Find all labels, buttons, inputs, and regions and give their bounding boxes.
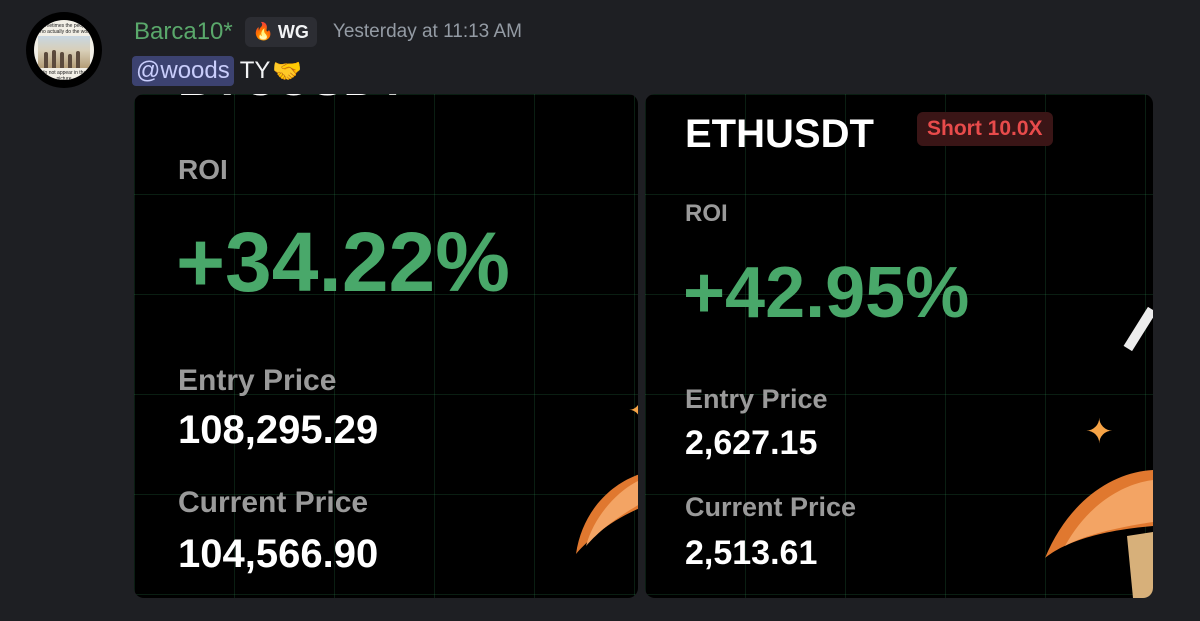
avatar-caption-top: Sometimes the people who actually do the… (36, 23, 92, 35)
message-text: TY (239, 57, 271, 84)
current-price-label: Current Price (178, 486, 369, 519)
handshake-icon: 🤝 (272, 57, 303, 85)
guild-tag-label: WG (277, 21, 309, 42)
entry-price-label: Entry Price (685, 384, 828, 414)
user-mention[interactable]: @woods (132, 56, 234, 86)
sparkle-icon: ✦ (628, 394, 638, 427)
roi-label: ROI (685, 200, 728, 227)
trade-pair: BTCUSDT (178, 94, 407, 107)
trade-pair: ETHUSDT (685, 112, 874, 156)
trade-card-eth[interactable]: ETHUSDT Short 10.0X ROI +42.95% Entry Pr… (645, 94, 1153, 598)
roi-value: +34.22% (176, 215, 510, 309)
entry-price-label: Entry Price (178, 364, 337, 397)
sparkle-icon: ✦ (1085, 413, 1114, 451)
trade-card-btc[interactable]: BTCUSDT ROI +34.22% Entry Price 108,295.… (134, 94, 638, 598)
timestamp[interactable]: Yesterday at 11:13 AM (332, 21, 522, 42)
position-badge: Short 10.0X (917, 112, 1053, 146)
avatar[interactable]: Sometimes the people who actually do the… (26, 12, 102, 88)
username[interactable]: Barca10* (134, 18, 233, 45)
current-price-value: 2,513.61 (685, 534, 818, 572)
message-content: @woods TY 🤝 (132, 54, 302, 88)
roi-label: ROI (178, 154, 228, 185)
message-header: Barca10* 🔥 WG Yesterday at 11:13 AM (134, 12, 522, 52)
roi-value: +42.95% (683, 253, 970, 333)
hammer-icon (1045, 470, 1153, 598)
guild-tag[interactable]: 🔥 WG (244, 17, 317, 47)
card-grid (134, 94, 638, 598)
current-price-value: 104,566.90 (178, 532, 379, 576)
entry-price-value: 108,295.29 (178, 408, 379, 452)
avatar-image: Sometimes the people who actually do the… (34, 20, 94, 80)
card-grid (645, 94, 1153, 598)
avatar-photo (38, 36, 90, 68)
current-price-label: Current Price (685, 492, 857, 522)
entry-price-value: 2,627.15 (685, 424, 818, 462)
fire-emoji-icon: 🔥 (252, 22, 274, 41)
hammer-icon (576, 474, 638, 554)
avatar-caption-bottom: do not appear in the picture (41, 70, 87, 80)
